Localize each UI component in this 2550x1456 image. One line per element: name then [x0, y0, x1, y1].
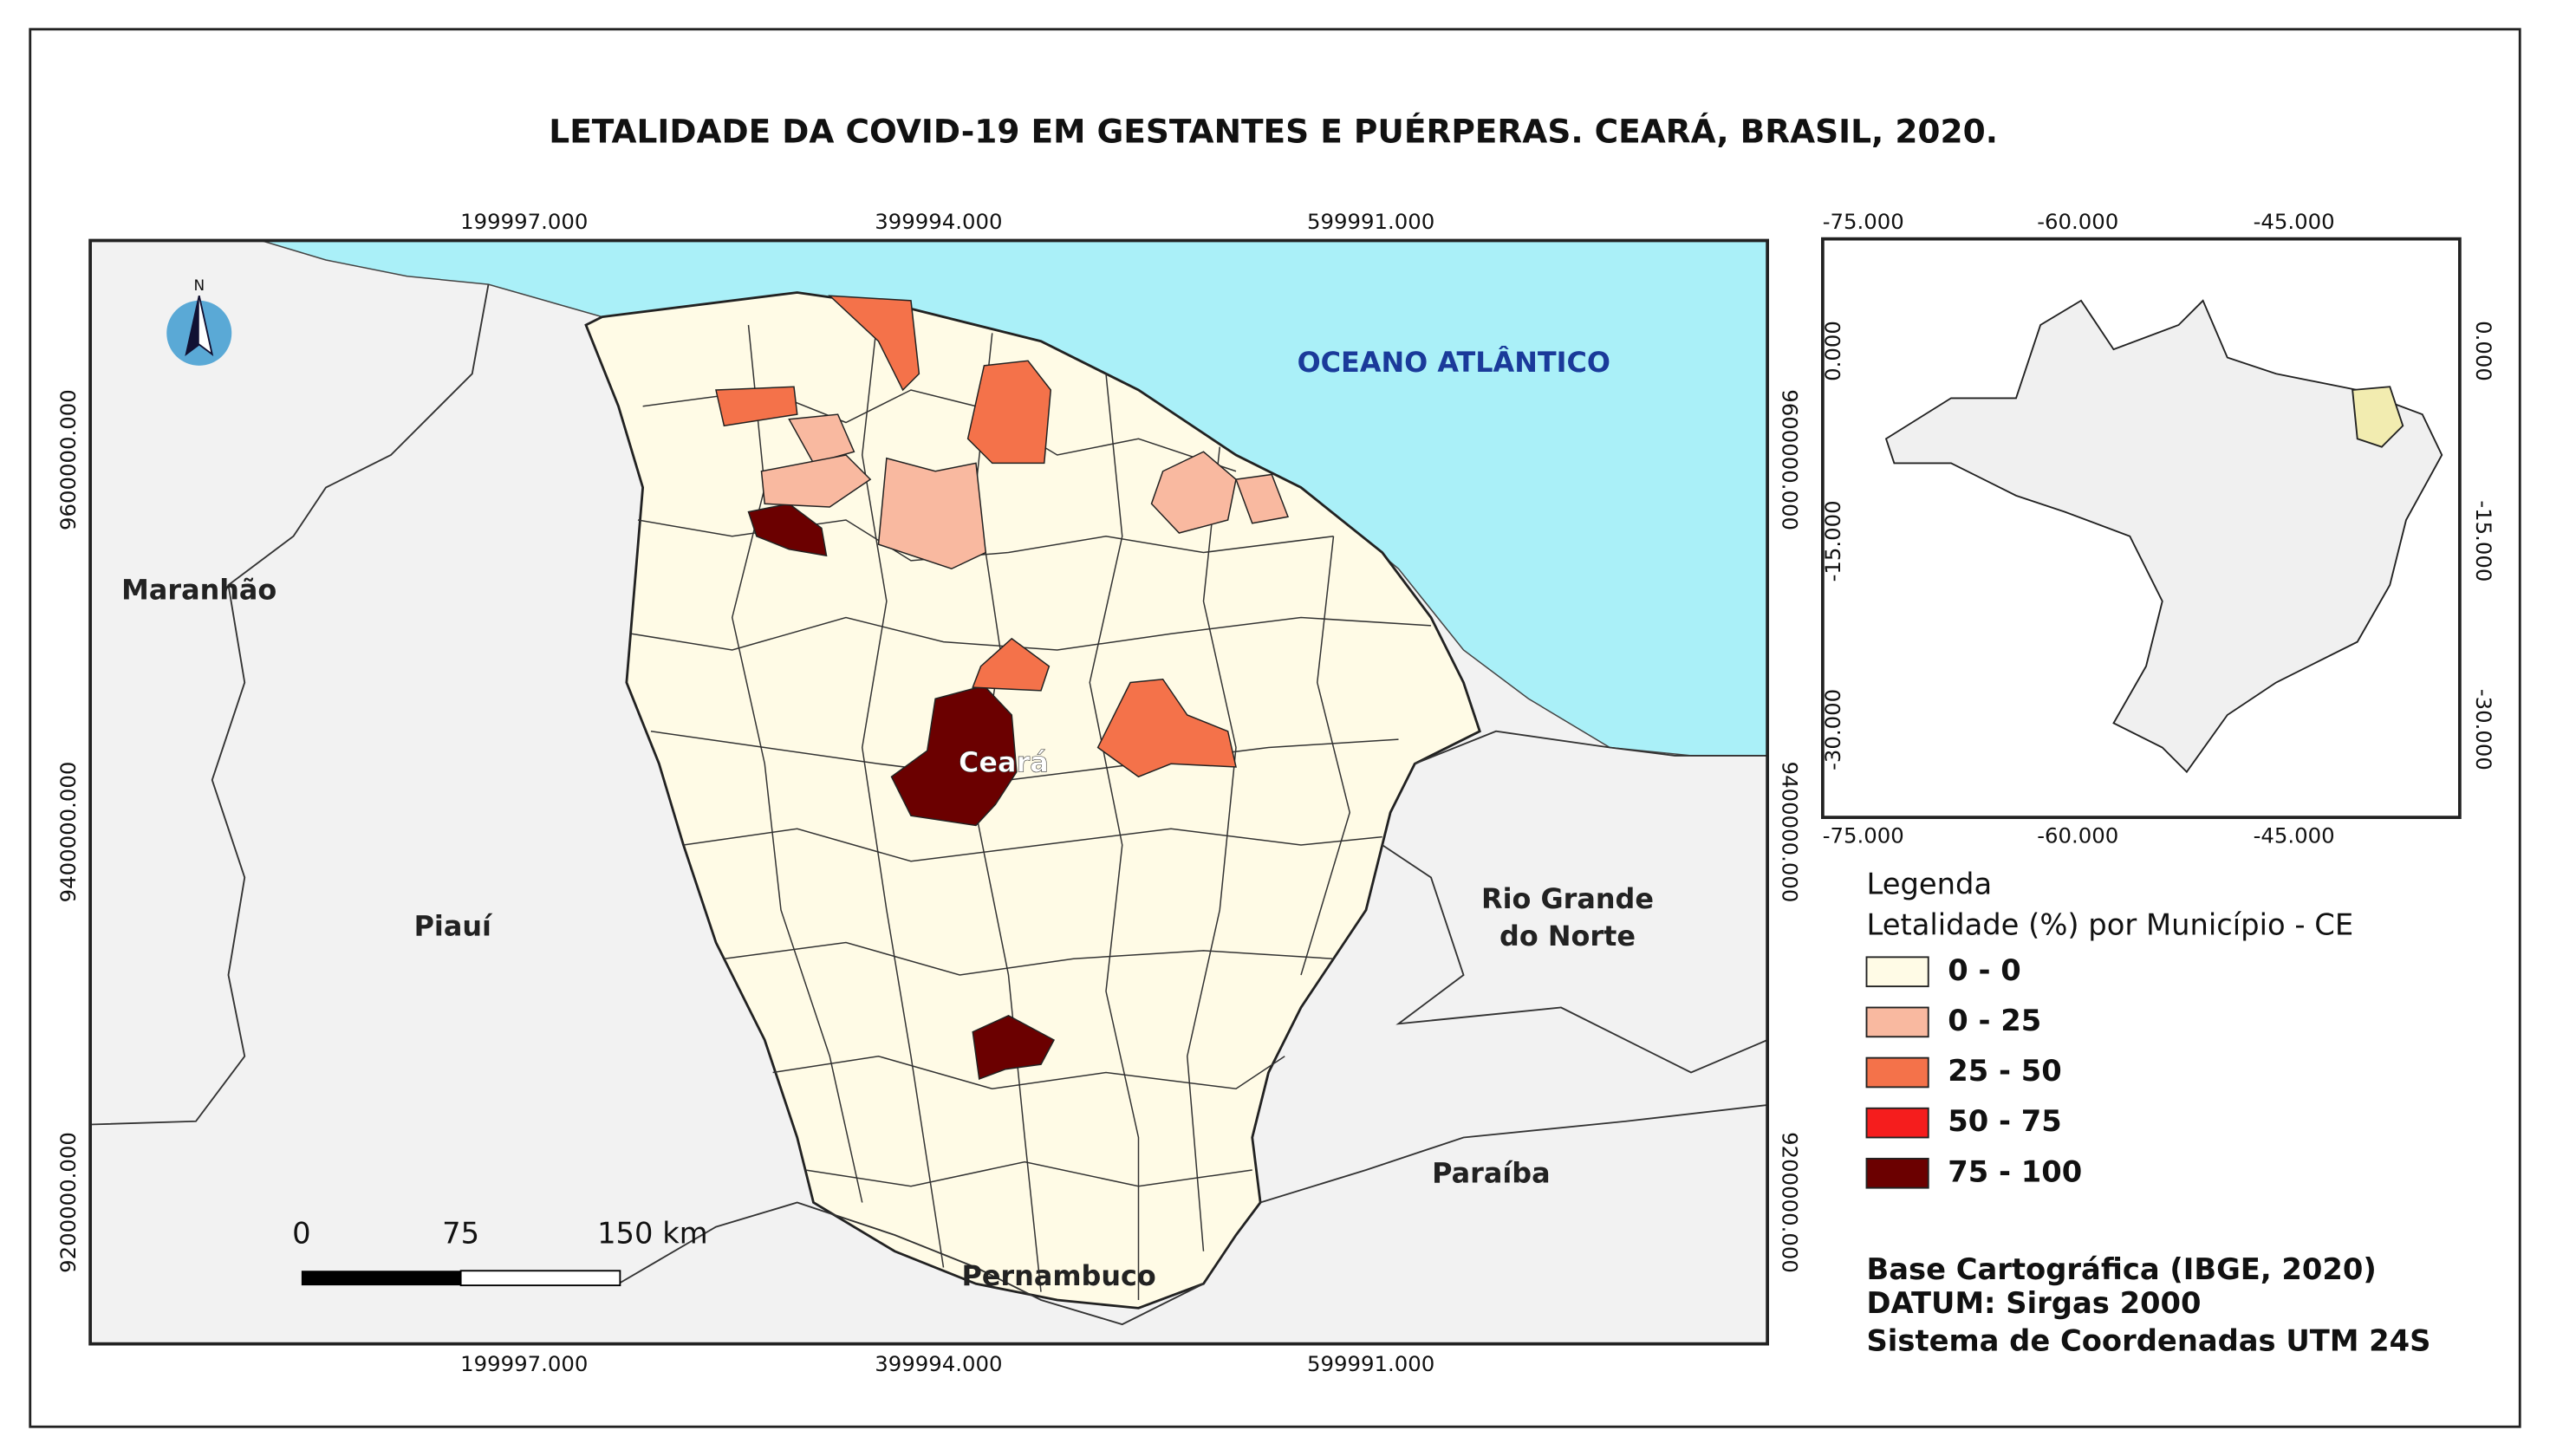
scale-label: 150 km [597, 1217, 708, 1251]
inset-x-label: -45.000 [2254, 823, 2335, 848]
state-label: Piauí [414, 910, 493, 943]
state-label: Paraíba [1432, 1157, 1550, 1190]
credit: Base Cartográfica (IBGE, 2020) [1867, 1252, 2377, 1286]
x-coord-label: 599991.000 [1307, 1351, 1434, 1376]
state-label: do Norte [1499, 920, 1636, 952]
legend-label: 25 - 50 [1948, 1054, 2061, 1088]
scale-bar: 0 75 150 km [292, 1217, 708, 1287]
ceara-inset [2352, 386, 2404, 448]
legend-swatch [1865, 956, 1929, 988]
legend-swatch [1865, 1006, 1929, 1038]
inset-x-label: -60.000 [2037, 823, 2118, 848]
outer-frame [29, 28, 2521, 1428]
y-coord-label: 9400000.000 [55, 762, 81, 903]
legend-label: 0 - 0 [1948, 953, 2020, 987]
main-frame [88, 238, 1769, 1346]
x-coord-label: 399994.000 [875, 1351, 1002, 1376]
inset-y-label: -15.000 [1820, 500, 1845, 582]
credit: Sistema de Coordenadas UTM 24S [1867, 1323, 2431, 1357]
inset-y-label: -30.000 [1820, 689, 1845, 770]
main-map: OCEANO ATLÂNTICO Maranhão Piauí Ceará Ri… [88, 238, 1769, 1346]
state-label: Ceará [959, 745, 1049, 778]
inset-x-label: -75.000 [1823, 823, 1904, 848]
state-label: Pernambuco [961, 1259, 1155, 1292]
x-coord-label: 199997.000 [460, 1351, 588, 1376]
y-coord-label: 9200000.000 [55, 1132, 81, 1273]
inset-frame [1821, 237, 2462, 819]
inset-y-label: 0.000 [1820, 321, 1845, 381]
legend-label: 50 - 75 [1948, 1104, 2061, 1138]
scale-label: 0 [292, 1217, 310, 1251]
inset-x-label: -60.000 [2037, 209, 2118, 234]
state-label: Maranhão [121, 574, 276, 607]
legend-swatch [1865, 1107, 1929, 1139]
legend-label: 75 - 100 [1948, 1154, 2082, 1188]
legend-swatch [1865, 1157, 1929, 1189]
inset-x-label: -75.000 [1823, 209, 1904, 234]
state-label: Rio Grande [1481, 882, 1654, 915]
y-coord-label: 9400000.000 [1778, 762, 1803, 903]
north-arrow: N [166, 276, 232, 366]
legend-title: Legenda [1867, 867, 1993, 900]
inset-y-label: -15.000 [2471, 500, 2496, 582]
x-coord-label: 199997.000 [460, 209, 588, 234]
x-coord-label: 599991.000 [1307, 209, 1434, 234]
inset-y-label: -30.000 [2471, 689, 2496, 770]
y-coord-label: 9600000.000 [1778, 389, 1803, 530]
y-coord-label: 9600000.000 [55, 389, 81, 530]
scale-label: 75 [442, 1217, 479, 1251]
map-title: LETALIDADE DA COVID-19 EM GESTANTES E PU… [549, 112, 1998, 150]
state-borders [90, 283, 1768, 1326]
legend-subtitle: Letalidade (%) por Município - CE [1867, 907, 2354, 941]
brazil [1884, 299, 2443, 774]
inset-x-label: -45.000 [2254, 209, 2335, 234]
y-coord-label: 9200000.000 [1778, 1132, 1803, 1273]
municipalities-25-50 [715, 295, 1237, 778]
legend: Legenda Letalidade (%) por Município - C… [1865, 867, 2354, 1189]
legend-label: 0 - 25 [1948, 1004, 2041, 1037]
x-coord-label: 399994.000 [875, 209, 1002, 234]
north-label: N [193, 276, 205, 294]
municipalities-0-25 [760, 413, 1290, 570]
municipalities-75-100 [747, 503, 1056, 1081]
credit: DATUM: Sirgas 2000 [1867, 1286, 2202, 1320]
ocean-label: OCEANO ATLÂNTICO [1298, 346, 1610, 379]
inset-map [1821, 237, 2462, 819]
inset-y-label: 0.000 [2471, 321, 2496, 381]
legend-swatch [1865, 1056, 1929, 1089]
